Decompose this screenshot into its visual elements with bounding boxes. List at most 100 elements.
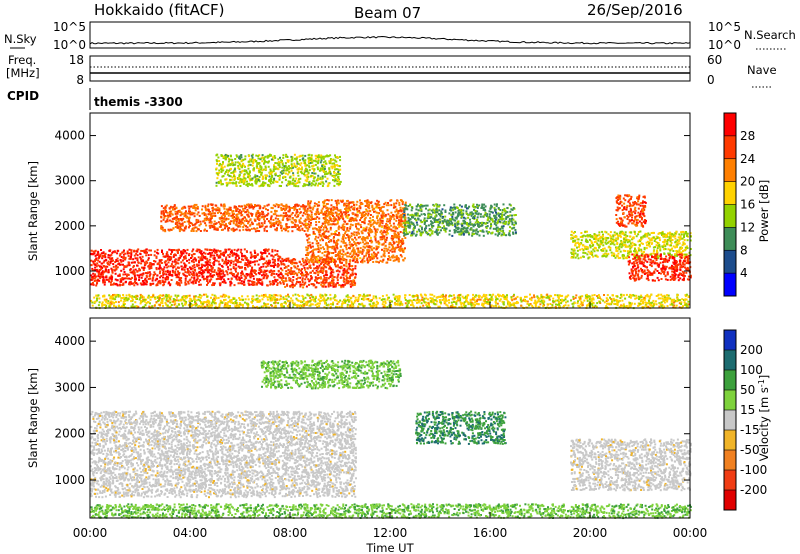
scatter-cell: [245, 218, 248, 221]
scatter-cell: [307, 200, 310, 203]
scatter-cell: [374, 233, 377, 236]
scatter-cell: [290, 259, 293, 262]
scatter-cell: [153, 254, 156, 257]
scatter-cell: [369, 214, 372, 216]
scatter-cell: [171, 213, 174, 216]
scatter-cell: [274, 222, 276, 225]
scatter-cell: [293, 153, 296, 156]
scatter-cell: [280, 273, 283, 276]
scatter-cell: [249, 251, 252, 254]
scatter-cell: [402, 222, 405, 224]
scatter-cell: [98, 260, 101, 263]
scatter-cell: [310, 260, 313, 263]
scatter-cell: [203, 264, 206, 267]
scatter-cell: [366, 257, 369, 260]
scatter-cell: [286, 274, 289, 277]
scatter-cell: [345, 202, 348, 205]
scatter-cell: [223, 253, 225, 256]
scatter-cell: [205, 217, 208, 220]
scatter-cell: [113, 282, 115, 285]
scatter-cell: [318, 264, 321, 267]
scatter-cell: [336, 219, 339, 222]
scatter-cell: [99, 255, 102, 258]
scatter-cell: [202, 251, 205, 254]
scatter-cell: [177, 262, 180, 265]
scatter-cell: [140, 276, 143, 279]
scatter-cell: [290, 220, 293, 223]
scatter-cell: [351, 224, 354, 227]
scatter-cell: [196, 263, 198, 266]
scatter-cell: [256, 254, 259, 257]
scatter-cell: [216, 254, 219, 257]
scatter-cell: [349, 225, 352, 228]
scatter-cell: [161, 251, 163, 253]
scatter-cell: [355, 244, 358, 247]
scatter-cell: [280, 209, 283, 211]
scatter-cell: [301, 257, 304, 260]
scatter-cell: [333, 184, 336, 187]
scatter-cell: [326, 199, 329, 201]
scatter-cell: [476, 216, 479, 219]
scatter-cell: [178, 211, 181, 213]
scatter-cell: [299, 177, 302, 180]
scatter-cell: [344, 237, 347, 240]
scatter-cell: [386, 230, 388, 233]
scatter-cell: [403, 248, 406, 251]
scatter-cell: [317, 242, 320, 245]
scatter-cell: [104, 253, 107, 256]
scatter-cell: [101, 255, 104, 257]
scatter-cell: [260, 266, 263, 269]
scatter-cell: [330, 246, 332, 249]
scatter-cell: [363, 255, 366, 258]
scatter-cell: [266, 275, 269, 278]
scatter-cell: [181, 259, 184, 262]
scatter-cell: [249, 163, 252, 166]
scatter-cell: [381, 234, 384, 237]
scatter-cell: [160, 210, 163, 213]
scatter-cell: [359, 219, 362, 222]
scatter-cell: [384, 239, 387, 242]
scatter-cell: [339, 199, 342, 202]
scatter-cell: [315, 258, 317, 261]
scatter-cell: [362, 249, 365, 252]
scatter-cell: [178, 222, 181, 225]
scatter-cell: [329, 276, 332, 278]
scatter-cell: [204, 252, 207, 255]
scatter-cell: [271, 250, 274, 253]
scatter-cell: [345, 262, 348, 265]
scatter-cell: [382, 212, 385, 215]
scatter-cell: [165, 204, 168, 207]
scatter-cell: [332, 279, 335, 282]
scatter-cell: [225, 181, 228, 184]
scatter-cell: [294, 214, 297, 217]
scatter-cell: [363, 213, 366, 216]
scatter-cell: [295, 224, 298, 227]
scatter-cell: [254, 251, 256, 254]
scatter-cell: [212, 282, 215, 285]
scatter-cell: [225, 208, 228, 211]
scatter-cell: [280, 227, 283, 230]
scatter-cell: [254, 204, 256, 206]
scatter-cell: [210, 203, 213, 206]
scatter-cell: [377, 251, 380, 254]
scatter-cell: [300, 171, 303, 174]
scatter-cell: [306, 216, 309, 219]
scatter-cell: [260, 257, 263, 260]
scatter-cell: [367, 229, 370, 231]
scatter-cell: [103, 283, 106, 286]
scatter-cell: [262, 213, 265, 216]
scatter-cell: [176, 281, 178, 284]
scatter-cell: [170, 251, 173, 254]
scatter-cell: [368, 234, 371, 237]
scatter-cell: [240, 276, 243, 279]
scatter-cell: [267, 154, 270, 157]
scatter-cell: [261, 160, 264, 163]
scatter-cell: [320, 154, 323, 157]
scatter-cell: [277, 274, 280, 277]
scatter-cell: [330, 274, 333, 277]
scatter-cell: [361, 216, 364, 219]
scatter-cell: [95, 275, 98, 278]
scatter-cell: [291, 165, 293, 168]
scatter-cell: [233, 248, 236, 251]
scatter-cell: [280, 203, 283, 206]
